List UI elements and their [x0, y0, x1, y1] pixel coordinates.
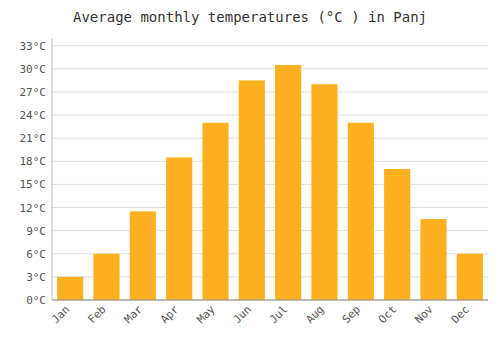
y-axis-line — [52, 38, 53, 300]
grid-line — [52, 207, 488, 208]
x-tick-label: Mar — [122, 303, 146, 327]
bar — [457, 254, 483, 300]
y-tick-label: 21°C — [20, 132, 47, 145]
bar — [202, 123, 228, 300]
grid-line — [52, 68, 488, 69]
y-tick-label: 9°C — [26, 225, 46, 238]
grid-line — [52, 184, 488, 185]
y-tick-label: 27°C — [20, 86, 47, 99]
x-tick-label: Nov — [412, 303, 436, 327]
x-tick-label: Apr — [158, 303, 182, 327]
grid-line — [52, 161, 488, 162]
bar — [275, 65, 301, 300]
bar — [166, 157, 192, 300]
y-tick-label: 0°C — [26, 294, 46, 307]
x-tick-label: Jan — [49, 303, 72, 326]
bar — [93, 254, 119, 300]
x-tick-label: May — [194, 303, 218, 327]
bar — [57, 277, 83, 300]
title: Average monthly temperatures (°C ) in Pa… — [73, 9, 427, 25]
y-tick-label: 6°C — [26, 248, 46, 261]
chart: Average monthly temperatures (°C ) in Pa… — [0, 0, 500, 350]
bar — [130, 211, 156, 300]
y-tick-label: 33°C — [20, 40, 47, 53]
grid-line — [52, 115, 488, 116]
grid-line — [52, 138, 488, 139]
y-tick-label: 30°C — [20, 63, 47, 76]
bar — [311, 84, 337, 300]
y-tick-label: 12°C — [20, 202, 47, 215]
bar — [384, 169, 410, 300]
x-tick-label: Jun — [231, 303, 254, 326]
y-tick-label: 15°C — [20, 178, 47, 191]
x-axis-line — [52, 300, 488, 301]
grid — [52, 46, 488, 300]
grid-line — [52, 300, 488, 301]
x-tick-label: Oct — [376, 303, 399, 326]
x-tick-label: Dec — [449, 303, 472, 326]
x-tick-label: Sep — [340, 303, 363, 326]
bars — [57, 65, 483, 300]
bar — [239, 80, 265, 300]
y-tick-label: 3°C — [26, 271, 46, 284]
x-tick-label: Aug — [303, 303, 326, 326]
bar — [348, 123, 374, 300]
x-tick-label: Feb — [85, 303, 108, 326]
y-tick-label: 18°C — [20, 155, 47, 168]
bar — [420, 219, 446, 300]
y-tick-label: 24°C — [20, 109, 47, 122]
grid-line — [52, 91, 488, 92]
grid-line — [52, 45, 488, 46]
x-tick-label: Jul — [267, 303, 290, 326]
